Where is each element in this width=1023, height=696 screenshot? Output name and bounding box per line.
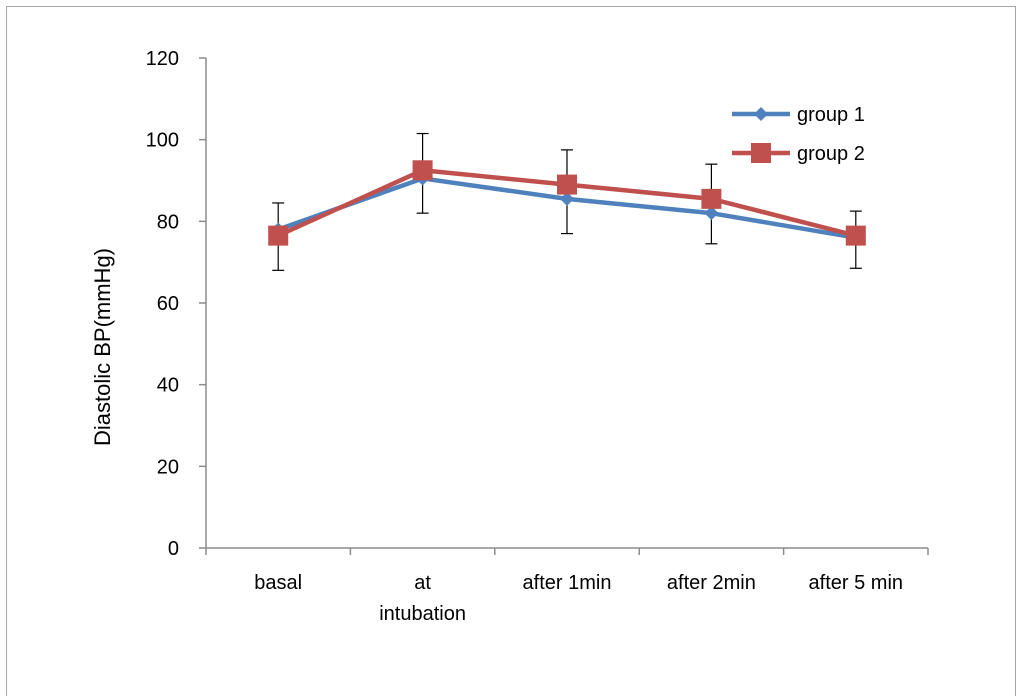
y-tick-label: 100 bbox=[146, 130, 179, 152]
y-tick-label: 60 bbox=[157, 293, 179, 315]
x-tick-label-line: after 2min bbox=[667, 572, 756, 594]
data-point-square bbox=[557, 174, 577, 195]
y-tick-label: 20 bbox=[157, 456, 179, 478]
data-point-square bbox=[268, 225, 289, 246]
data-point-square bbox=[701, 188, 722, 209]
chart-frame bbox=[6, 6, 1016, 696]
y-tick-label: 0 bbox=[168, 538, 179, 560]
x-tick-label: after 1min bbox=[523, 572, 612, 594]
series-markers bbox=[268, 160, 866, 246]
x-tick-label: after 2min bbox=[667, 572, 756, 594]
data-point-diamond bbox=[560, 191, 574, 206]
data-point-square bbox=[412, 160, 433, 181]
x-tick-label-line: intubation bbox=[379, 603, 466, 625]
y-axis-label: Diastolic BP(mmHg) bbox=[90, 248, 115, 446]
data-point-diamond bbox=[754, 107, 768, 121]
data-point-square bbox=[751, 143, 771, 163]
x-tick-label-line: after 5 min bbox=[809, 572, 903, 594]
data-point-diamond bbox=[704, 206, 719, 221]
y-axis-ticks: 0 20 40 60 80 100 120 bbox=[146, 48, 206, 560]
x-tick-label-line: after 1min bbox=[523, 572, 612, 594]
x-tick-label: after 5 min bbox=[809, 572, 903, 594]
x-tick-label: basal bbox=[254, 572, 302, 594]
y-tick-label: 40 bbox=[157, 375, 179, 397]
legend-label: group 2 bbox=[797, 143, 865, 165]
x-tick-label: at intubation bbox=[379, 572, 466, 625]
legend: group 1 group 2 bbox=[732, 104, 865, 165]
x-tick-label-line: at bbox=[414, 572, 431, 594]
axes bbox=[205, 58, 928, 549]
y-tick-label: 120 bbox=[146, 48, 179, 70]
x-axis-categories: basal at intubation after 1min after 2min aft… bbox=[205, 548, 929, 625]
legend-label: group 1 bbox=[797, 104, 865, 126]
data-point-square bbox=[845, 225, 866, 246]
y-tick-label: 80 bbox=[157, 211, 179, 233]
x-tick-label-line: basal bbox=[254, 572, 302, 594]
